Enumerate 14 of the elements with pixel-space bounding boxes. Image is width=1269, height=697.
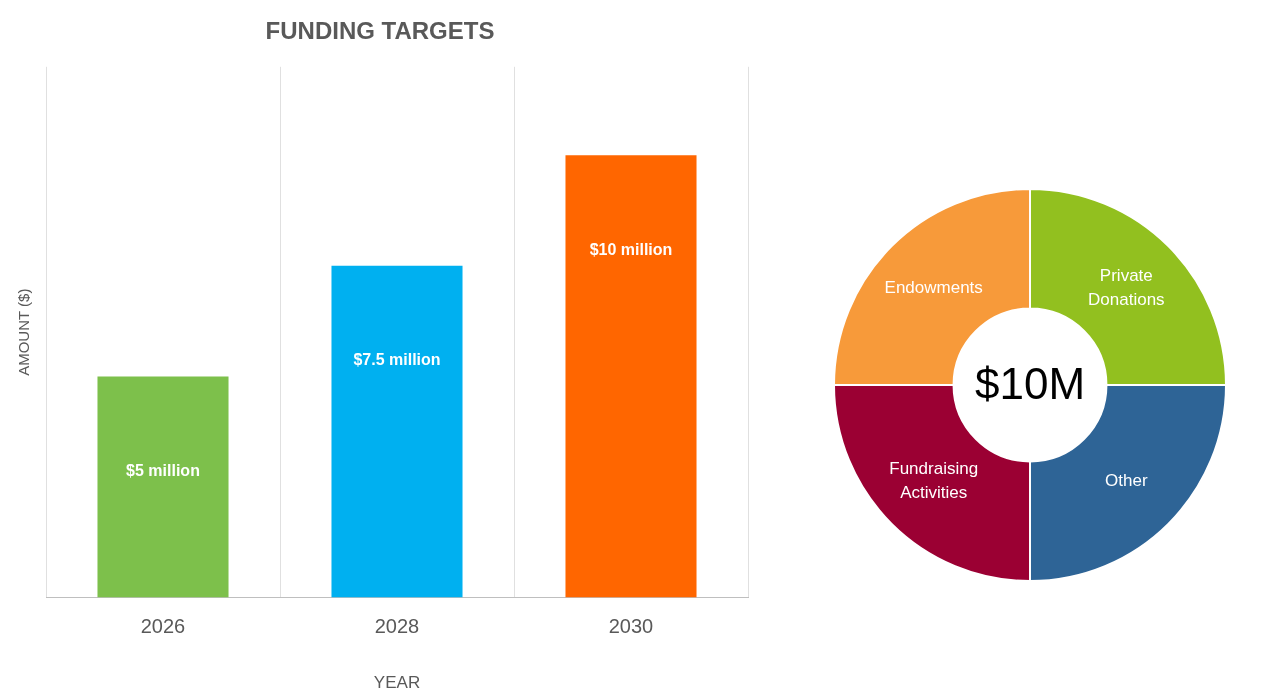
x-tick-label: 2028 xyxy=(374,615,420,638)
x-tick-label: 2030 xyxy=(608,615,654,638)
chart-title: FUNDING TARGETS xyxy=(265,17,495,45)
y-axis-title: AMOUNT ($) xyxy=(15,288,33,376)
slice-label: Other xyxy=(1105,471,1148,491)
data-label: $10 million xyxy=(589,240,673,258)
x-tick-label: 2026 xyxy=(140,615,186,638)
text: $10M xyxy=(974,359,1086,409)
slice-label: Private Donations xyxy=(1088,266,1165,310)
slice-label: Endowments xyxy=(884,278,983,298)
x-axis-title: YEAR xyxy=(373,673,421,693)
data-label: $5 million xyxy=(126,461,200,479)
slice-label: Fundraising Activities xyxy=(889,459,979,503)
data-label: $7.5 million xyxy=(353,351,441,369)
